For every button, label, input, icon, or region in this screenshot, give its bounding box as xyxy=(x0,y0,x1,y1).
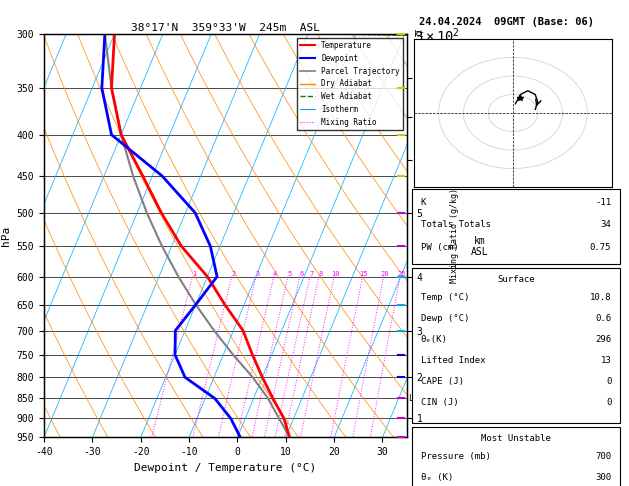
Text: PW (cm): PW (cm) xyxy=(421,243,459,251)
Text: Pressure (mb): Pressure (mb) xyxy=(421,452,491,461)
Text: 4: 4 xyxy=(273,271,277,277)
Text: Most Unstable: Most Unstable xyxy=(481,434,551,443)
Bar xyxy=(413,427,620,486)
Text: -11: -11 xyxy=(595,198,611,207)
Text: kt: kt xyxy=(414,30,424,39)
Text: θₑ(K): θₑ(K) xyxy=(421,335,447,344)
Text: CAPE (J): CAPE (J) xyxy=(421,377,464,386)
X-axis label: Dewpoint / Temperature (°C): Dewpoint / Temperature (°C) xyxy=(134,463,316,473)
Text: CIN (J): CIN (J) xyxy=(421,398,459,407)
Text: 0.75: 0.75 xyxy=(590,243,611,251)
Text: 6: 6 xyxy=(299,271,303,277)
Y-axis label: hPa: hPa xyxy=(1,226,11,246)
Text: 0: 0 xyxy=(606,377,611,386)
Text: 34: 34 xyxy=(601,220,611,229)
Text: θₑ (K): θₑ (K) xyxy=(421,473,453,482)
Text: 296: 296 xyxy=(595,335,611,344)
Text: Lifted Index: Lifted Index xyxy=(421,356,485,365)
Text: 24.04.2024  09GMT (Base: 06): 24.04.2024 09GMT (Base: 06) xyxy=(419,17,594,27)
Text: Temp (°C): Temp (°C) xyxy=(421,293,469,302)
Text: 10.8: 10.8 xyxy=(590,293,611,302)
Text: 5: 5 xyxy=(287,271,291,277)
Text: Dewp (°C): Dewp (°C) xyxy=(421,314,469,323)
Text: K: K xyxy=(421,198,426,207)
Text: 300: 300 xyxy=(595,473,611,482)
Text: Surface: Surface xyxy=(497,275,535,284)
Text: 8: 8 xyxy=(318,271,323,277)
Text: 0.6: 0.6 xyxy=(595,314,611,323)
Text: Totals Totals: Totals Totals xyxy=(421,220,491,229)
Text: 1: 1 xyxy=(192,271,196,277)
Text: Mixing Ratio (g/kg): Mixing Ratio (g/kg) xyxy=(450,188,459,283)
Legend: Temperature, Dewpoint, Parcel Trajectory, Dry Adiabat, Wet Adiabat, Isotherm, Mi: Temperature, Dewpoint, Parcel Trajectory… xyxy=(297,38,403,130)
Bar xyxy=(413,190,620,264)
Text: 7: 7 xyxy=(309,271,313,277)
Text: 20: 20 xyxy=(381,271,389,277)
Text: 13: 13 xyxy=(601,356,611,365)
Title: 38°17'N  359°33'W  245m  ASL: 38°17'N 359°33'W 245m ASL xyxy=(131,23,320,33)
Text: 700: 700 xyxy=(595,452,611,461)
Text: LCL: LCL xyxy=(408,394,423,403)
Text: 2: 2 xyxy=(231,271,235,277)
Y-axis label: km
ASL: km ASL xyxy=(470,236,488,257)
Text: 25: 25 xyxy=(397,271,406,277)
Text: 3: 3 xyxy=(255,271,260,277)
Text: 0: 0 xyxy=(606,398,611,407)
Text: 15: 15 xyxy=(360,271,368,277)
Text: 10: 10 xyxy=(331,271,340,277)
Bar xyxy=(413,268,620,423)
